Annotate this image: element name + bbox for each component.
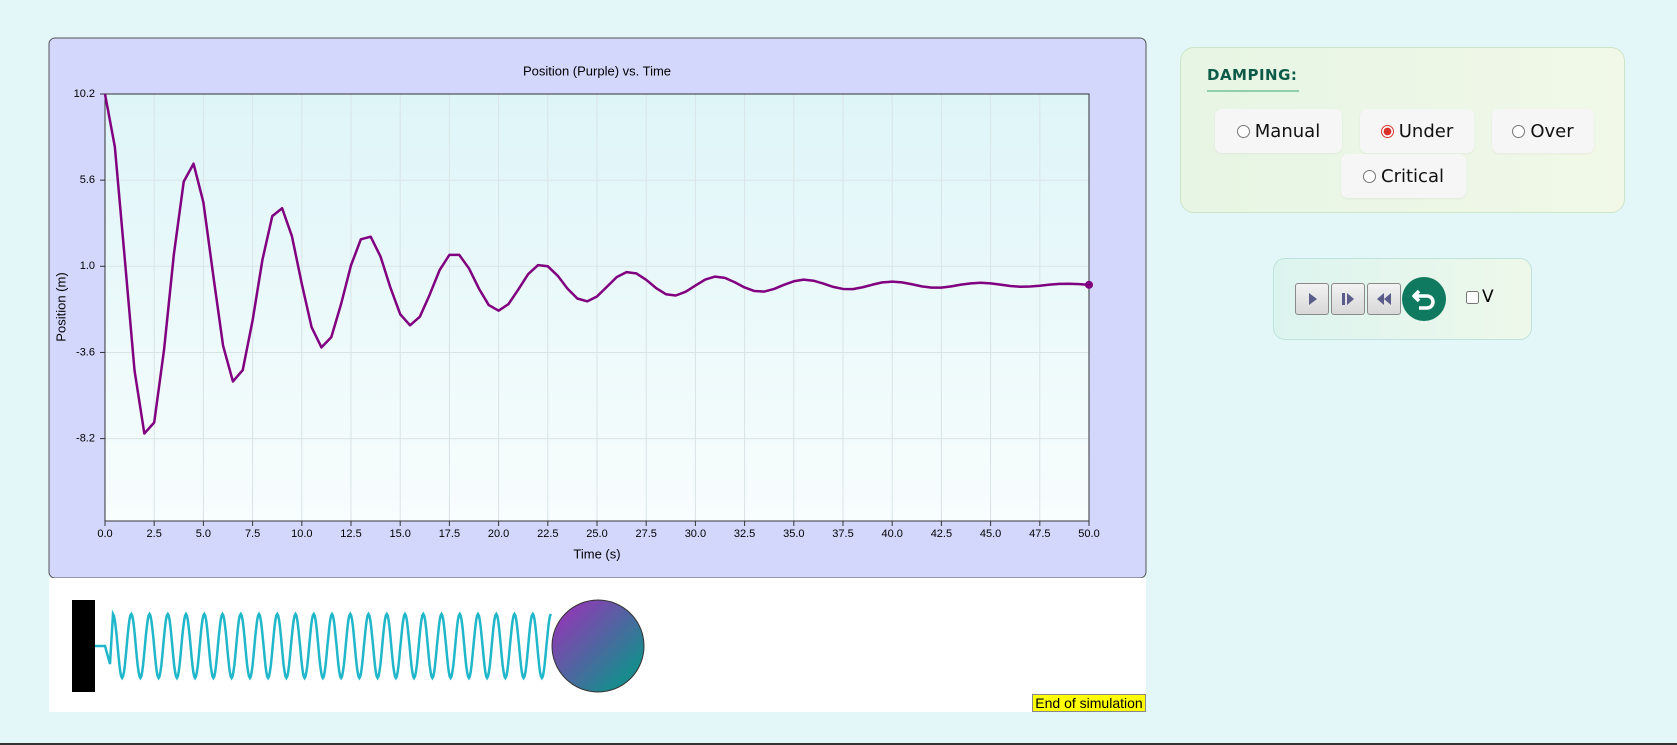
rewind-button[interactable] [1367,283,1401,315]
y-tick-label: -8.2 [76,433,95,445]
x-tick-label: 0.0 [97,528,112,540]
rewind-icon [1377,293,1391,305]
status-label: End of simulation [1032,694,1146,712]
play-button[interactable] [1295,283,1329,315]
position-line [103,93,1090,435]
x-tick-label: 27.5 [635,528,656,540]
damping-option-label: Critical [1381,165,1444,187]
reset-button[interactable] [1402,277,1446,321]
x-axis-label: Time (s) [573,546,620,561]
y-tick-label: 1.0 [80,260,95,272]
wall [72,600,95,692]
velocity-label: V [1482,287,1494,307]
step-button[interactable] [1331,283,1365,315]
x-tick-label: 10.0 [291,528,312,540]
end-marker [1085,280,1093,289]
damping-radio[interactable] [1236,124,1250,138]
damping-option[interactable]: Manual [1215,109,1342,153]
x-tick-label: 37.5 [832,528,853,540]
y-tick-label: 5.6 [80,174,95,186]
damping-option-label: Manual [1254,120,1321,142]
spring [95,609,553,681]
x-tick-label: 47.5 [1029,528,1050,540]
play-icon [1309,293,1317,305]
x-tick-label: 15.0 [389,528,410,540]
x-tick-label: 7.5 [245,528,260,540]
x-tick-label: 2.5 [147,528,162,540]
velocity-checkbox[interactable] [1466,290,1479,304]
x-tick-label: 17.5 [439,528,460,540]
x-tick-label: 50.0 [1078,528,1099,540]
damping-option-label: Over [1530,120,1574,142]
bottom-rule [0,743,1677,745]
y-tick-label: -3.6 [76,346,95,358]
x-tick-label: 30.0 [685,528,706,540]
damping-option[interactable]: Critical [1341,154,1466,198]
x-tick-label: 5.0 [196,528,211,540]
control-panel: V [1273,258,1532,340]
damping-radio[interactable] [1380,124,1394,138]
x-tick-label: 25.0 [586,528,607,540]
x-tick-label: 35.0 [783,528,804,540]
damping-option-label: Under [1398,120,1454,142]
x-tick-label: 20.0 [488,528,509,540]
velocity-toggle[interactable]: V [1466,287,1494,307]
x-tick-label: 40.0 [881,528,902,540]
reset-icon [1412,289,1435,310]
damping-radio[interactable] [1512,124,1526,138]
chart-title: Position (Purple) vs. Time [523,63,671,78]
x-tick-label: 12.5 [340,528,361,540]
damping-panel: DAMPING: Manual Under Over Critical [1180,47,1625,213]
step-icon [1342,293,1354,305]
x-tick-label: 22.5 [537,528,558,540]
grid [104,93,1090,521]
x-tick-label: 32.5 [734,528,755,540]
y-axis-label: Position (m) [53,272,68,341]
mass [551,599,645,693]
damping-option[interactable]: Under [1360,109,1474,153]
y-tick-label: 10.2 [74,88,95,100]
x-tick-label: 45.0 [980,528,1001,540]
damping-radio[interactable] [1363,169,1377,183]
damping-option[interactable]: Over [1492,109,1594,153]
damping-label: DAMPING: [1207,66,1299,92]
x-tick-label: 42.5 [931,528,952,540]
